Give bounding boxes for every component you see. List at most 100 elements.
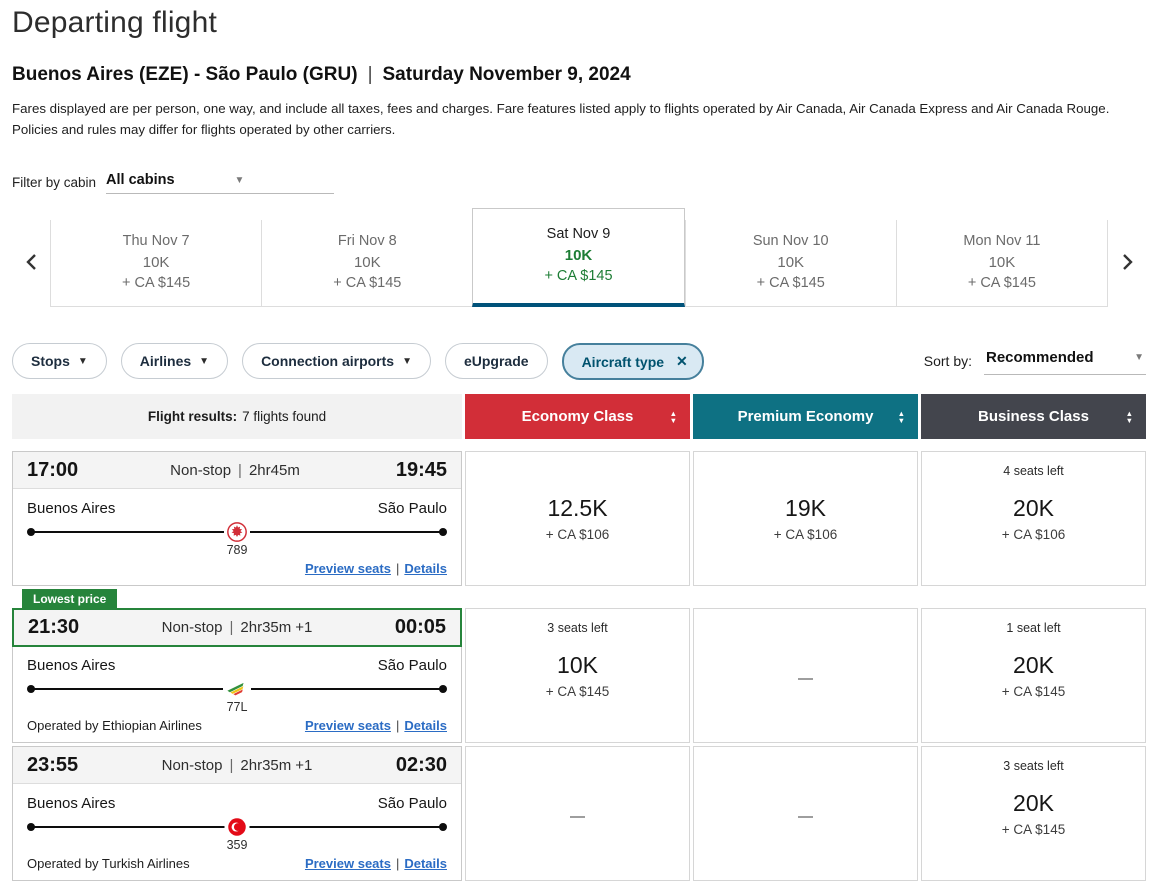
next-dates-button[interactable] — [1108, 227, 1146, 297]
flight-info-panel: 23:55 Non-stop | 2hr35m +1 02:30 Buenos Air… — [12, 746, 462, 881]
stops-duration: Non-stop | 2hr45m — [170, 461, 300, 479]
economy-fare-cell[interactable]: 3 seats left 10K + CA $145 — [465, 608, 690, 744]
flight-info-panel: 17:00 Non-stop | 2hr45m 19:45 Buenos Aires… — [12, 451, 462, 587]
stops-duration: Non-stop | 2hr35m +1 — [161, 619, 313, 637]
route-line — [27, 521, 447, 544]
sort-control: Sort by: Recommended ▼ — [923, 343, 1146, 376]
sort-by-label: Sort by: — [923, 353, 972, 370]
aircraft-type-filter-button-active[interactable]: Aircraft type ✕ — [561, 343, 704, 381]
flight-results-table: Flight results: 7 flights found Economy … — [12, 394, 1146, 881]
aircraft-type-code: 359 — [226, 838, 248, 853]
fare-miles: 20K — [1013, 495, 1054, 522]
cabin-filter-select[interactable]: All cabins ▼ — [106, 170, 335, 195]
close-icon[interactable]: ✕ — [676, 353, 688, 370]
economy-fare-cell[interactable]: 12.5K + CA $106 — [465, 451, 690, 587]
route-text: Buenos Aires (EZE) - São Paulo (GRU) — [12, 64, 358, 85]
departure-time: 17:00 — [27, 458, 79, 481]
fare-miles: 12.5K — [547, 495, 608, 522]
preview-seats-link[interactable]: Preview seats — [304, 718, 391, 734]
date-tab-mon-nov-11[interactable]: Mon Nov 11 10K + CA $145 — [895, 220, 1109, 308]
route-heading: Buenos Aires (EZE) - São Paulo (GRU) | Sat… — [12, 64, 1145, 86]
stops-filter-button[interactable]: Stops ▼ — [12, 343, 107, 380]
previous-dates-button[interactable] — [12, 227, 50, 297]
cabin-filter-row: Filter by cabin All cabins ▼ — [12, 170, 1145, 195]
chevron-down-icon: ▼ — [402, 355, 412, 367]
sort-arrows-icon: ▲ ▼ — [1125, 408, 1133, 425]
arrival-time: 00:05 — [394, 616, 446, 639]
eupgrade-filter-button[interactable]: eUpgrade — [444, 343, 548, 380]
preview-seats-link[interactable]: Preview seats — [304, 856, 391, 872]
date-tabs: Thu Nov 7 10K + CA $145 Fri Nov 8 10K + … — [50, 208, 1109, 308]
fare-miles: 19K — [785, 495, 826, 522]
flight-times-band: 21:30 Non-stop | 2hr35m +1 00:05 — [12, 608, 462, 648]
destination-city: São Paulo — [377, 657, 447, 675]
fare-unavailable: — — [798, 807, 813, 825]
sort-select[interactable]: Recommended ▼ — [984, 347, 1146, 376]
destination-city: São Paulo — [377, 500, 447, 518]
arrival-time: 19:45 — [395, 458, 447, 481]
date-tab-sat-nov-9-selected[interactable]: Sat Nov 9 10K + CA $145 — [472, 208, 685, 308]
fare-cash: + CA $106 — [545, 527, 610, 543]
economy-class-column-header[interactable]: Economy Class ▲ ▼ — [465, 394, 690, 440]
business-class-column-header[interactable]: Business Class ▲ ▼ — [921, 394, 1146, 440]
page-title: Departing flight — [12, 6, 217, 39]
filter-bar: Stops ▼ Airlines ▼ Connection airports ▼… — [12, 343, 1146, 381]
destination-city: São Paulo — [377, 795, 447, 813]
fare-cash: + CA $106 — [773, 527, 838, 543]
premium-economy-fare-cell[interactable]: — — [693, 608, 918, 744]
departure-time: 21:30 — [28, 616, 80, 639]
origin-city: Buenos Aires — [27, 657, 116, 675]
aircraft-type-code: 77L — [226, 700, 248, 715]
flight-info-panel: Lowest price 21:30 Non-stop | 2hr35m +1 00:… — [12, 589, 462, 744]
chevron-down-icon: ▼ — [1134, 352, 1144, 364]
cabin-filter-label: Filter by cabin — [12, 175, 97, 191]
seats-left-text: 4 seats left — [1003, 464, 1064, 479]
fare-cash: + CA $145 — [1001, 822, 1066, 838]
date-tab-thu-nov-7[interactable]: Thu Nov 7 10K + CA $145 — [50, 220, 262, 308]
sort-arrows-icon: ▲ ▼ — [897, 408, 905, 425]
fare-miles: 10K — [557, 652, 598, 679]
details-link[interactable]: Details — [404, 856, 447, 872]
seats-left-text: 3 seats left — [547, 621, 608, 636]
premium-economy-fare-cell[interactable]: 19K + CA $106 — [693, 451, 918, 587]
preview-seats-link[interactable]: Preview seats — [304, 561, 391, 577]
operated-by-text: Operated by Ethiopian Airlines — [27, 718, 202, 734]
airlines-filter-button[interactable]: Airlines ▼ — [120, 343, 229, 380]
aircraft-type-code: 789 — [226, 543, 248, 558]
details-link[interactable]: Details — [404, 561, 447, 577]
chevron-down-icon: ▼ — [234, 174, 245, 186]
stops-duration: Non-stop | 2hr35m +1 — [161, 756, 313, 774]
date-tab-fri-nov-8[interactable]: Fri Nov 8 10K + CA $145 — [261, 220, 473, 308]
ethiopian-airlines-logo-icon — [223, 679, 251, 700]
route-date: Saturday November 9, 2024 — [382, 64, 631, 85]
economy-fare-cell[interactable]: — — [465, 746, 690, 881]
cabin-filter-value: All cabins — [106, 172, 175, 189]
route-separator: | — [367, 64, 373, 85]
route-line — [27, 816, 447, 838]
departure-time: 23:55 — [27, 753, 79, 776]
premium-economy-column-header[interactable]: Premium Economy ▲ ▼ — [693, 394, 918, 440]
business-fare-cell[interactable]: 3 seats left 20K + CA $145 — [921, 746, 1146, 881]
fare-miles: 20K — [1013, 790, 1054, 817]
turkish-airlines-logo-icon — [224, 816, 250, 838]
fare-disclaimer: Fares displayed are per person, one way,… — [12, 101, 1110, 137]
business-fare-cell[interactable]: 4 seats left 20K + CA $106 — [921, 451, 1146, 587]
details-link[interactable]: Details — [404, 718, 447, 734]
flight-row-2130: Lowest price 21:30 Non-stop | 2hr35m +1 00:… — [12, 589, 1146, 744]
business-fare-cell[interactable]: 1 seat left 20K + CA $145 — [921, 608, 1146, 744]
arrival-time: 02:30 — [395, 753, 447, 776]
sort-value: Recommended — [986, 349, 1094, 367]
seats-left-text: 1 seat left — [1006, 621, 1061, 636]
flight-times-band: 23:55 Non-stop | 2hr35m +1 02:30 — [13, 747, 461, 785]
flight-results-summary: Flight results: 7 flights found — [12, 394, 462, 440]
date-carousel: Thu Nov 7 10K + CA $145 Fri Nov 8 10K + … — [12, 208, 1146, 308]
fare-cash: + CA $145 — [545, 684, 610, 700]
premium-economy-fare-cell[interactable]: — — [693, 746, 918, 881]
sort-arrows-icon: ▲ ▼ — [669, 408, 677, 425]
chevron-down-icon: ▼ — [199, 355, 210, 367]
chevron-right-icon — [1122, 253, 1133, 270]
origin-city: Buenos Aires — [27, 795, 116, 813]
date-tab-sun-nov-10[interactable]: Sun Nov 10 10K + CA $145 — [684, 220, 896, 308]
origin-city: Buenos Aires — [27, 500, 116, 518]
connection-airports-filter-button[interactable]: Connection airports ▼ — [242, 343, 431, 380]
